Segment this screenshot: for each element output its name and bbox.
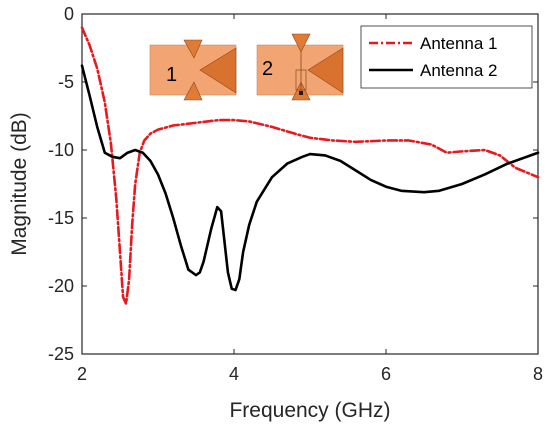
legend-label-antenna-2: Antenna 2 [420,61,498,80]
x-tick-label: 8 [533,364,543,384]
series-layer [80,26,540,305]
antenna-2-drawing: 2 [256,33,344,101]
series-line-antenna-2 [80,64,540,292]
y-tick-label: -15 [48,208,74,228]
y-axis-title: Magnitude (dB) [8,112,31,256]
antenna-2-top-patch [291,33,311,53]
antenna-2-feed-structure [295,69,307,91]
series-line-antenna-1 [80,26,540,305]
y-tick-label: -10 [48,140,74,160]
antenna-1-right-patch [199,47,237,94]
y-tick-label: 0 [64,4,74,24]
x-tick-label: 4 [229,364,239,384]
y-tick-label: -20 [48,276,74,296]
antenna-1-top-patch [183,39,203,59]
axis-ticks: 2 4 6 8 0 -5 -10 -15 -20 -25 [48,4,543,384]
antenna-2-feed-point [299,91,303,95]
y-tick-label: -5 [58,72,74,92]
x-tick-label: 2 [77,364,87,384]
legend: Antenna 1 Antenna 2 [360,25,533,89]
antenna-2-right-patch [307,47,344,94]
legend-box [360,25,533,89]
antenna-inset: 1 2 [149,33,344,101]
legend-label-antenna-1: Antenna 1 [420,34,498,53]
antenna-2-label: 2 [262,58,273,80]
antenna-1-label: 1 [166,64,177,86]
antenna-1-bottom-patch [183,81,203,101]
antenna-1-drawing: 1 [149,39,237,101]
x-axis-title: Frequency (GHz) [229,399,390,422]
x-tick-label: 6 [381,364,391,384]
y-tick-label: -25 [48,344,74,364]
